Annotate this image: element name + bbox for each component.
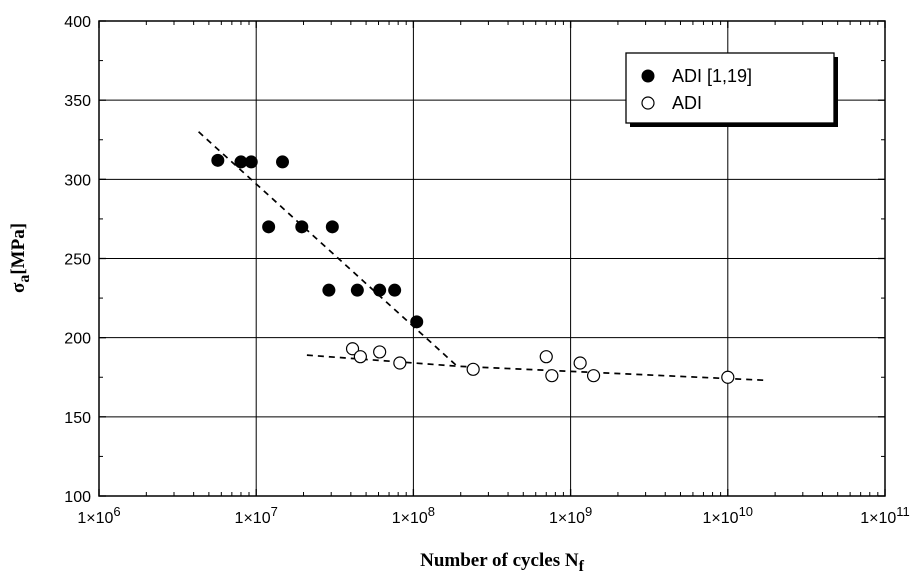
data-point-series-2 [393, 356, 407, 370]
x-axis-title: Number of cycles Nf [420, 550, 584, 575]
data-point-series-2 [373, 345, 387, 359]
y-tick-label: 200 [64, 331, 91, 348]
grid [99, 21, 885, 496]
data-point-series-1 [350, 283, 364, 297]
data-point-series-2 [573, 356, 587, 370]
data-point-series-1 [276, 155, 290, 169]
y-tick-labels: 100 150 200 250 300 350 400 [64, 14, 91, 506]
data-point-series-2 [586, 369, 601, 383]
y-axis-title-main: σ [8, 282, 29, 293]
data-point-series-1 [388, 283, 402, 297]
x-tick-label: 1×107 [235, 504, 278, 527]
data-point-series-1 [295, 220, 309, 234]
trend-lines [198, 131, 768, 382]
x-tick-label: 1×108 [392, 504, 435, 527]
x-tick-label: 1×1011 [860, 504, 910, 527]
data-point-series-1 [234, 155, 248, 169]
data-points [211, 153, 735, 384]
trend-line [306, 354, 768, 382]
data-point-series-2 [721, 370, 735, 384]
data-point-series-1 [322, 283, 336, 297]
y-tick-label: 300 [64, 172, 91, 189]
data-point-series-1 [410, 315, 424, 329]
legend-marker-filled [641, 69, 655, 83]
y-tick-label: 250 [64, 252, 91, 269]
axis-ticks [98, 20, 886, 497]
y-axis-title-sub: a [16, 275, 33, 283]
legend-marker-open [641, 96, 655, 110]
legend-box [625, 52, 835, 124]
data-point-series-2 [545, 369, 559, 383]
data-point-series-1 [373, 283, 387, 297]
data-point-series-2 [345, 342, 360, 356]
x-tick-label: 1×109 [549, 504, 592, 527]
y-axis-title: σa[MPa] [8, 223, 33, 293]
data-point-series-1 [211, 153, 225, 167]
x-axis-title-main: Number of cycles N [420, 550, 579, 571]
y-tick-label: 350 [64, 93, 91, 110]
data-point-series-2 [539, 350, 553, 364]
x-tick-labels: 1×106 1×107 1×108 1×109 1×1010 1×1011 [77, 504, 909, 527]
x-tick-label: 1×106 [77, 504, 120, 527]
y-tick-label: 400 [64, 14, 91, 31]
data-point-series-1 [325, 220, 339, 234]
legend: ADI [1,19] ADI [625, 52, 838, 127]
legend-label-series-2: ADI [672, 93, 702, 113]
data-point-series-2 [353, 350, 367, 364]
data-point-series-1 [244, 155, 258, 169]
x-tick-label: 1×1010 [703, 504, 754, 527]
y-tick-label: 150 [64, 410, 91, 427]
data-point-series-1 [262, 220, 276, 234]
y-tick-label: 100 [64, 489, 91, 506]
data-point-series-2 [466, 362, 480, 376]
y-axis-title-rest: [MPa] [8, 223, 29, 275]
x-axis-title-sub: f [579, 558, 585, 575]
legend-label-series-1: ADI [1,19] [672, 66, 752, 86]
